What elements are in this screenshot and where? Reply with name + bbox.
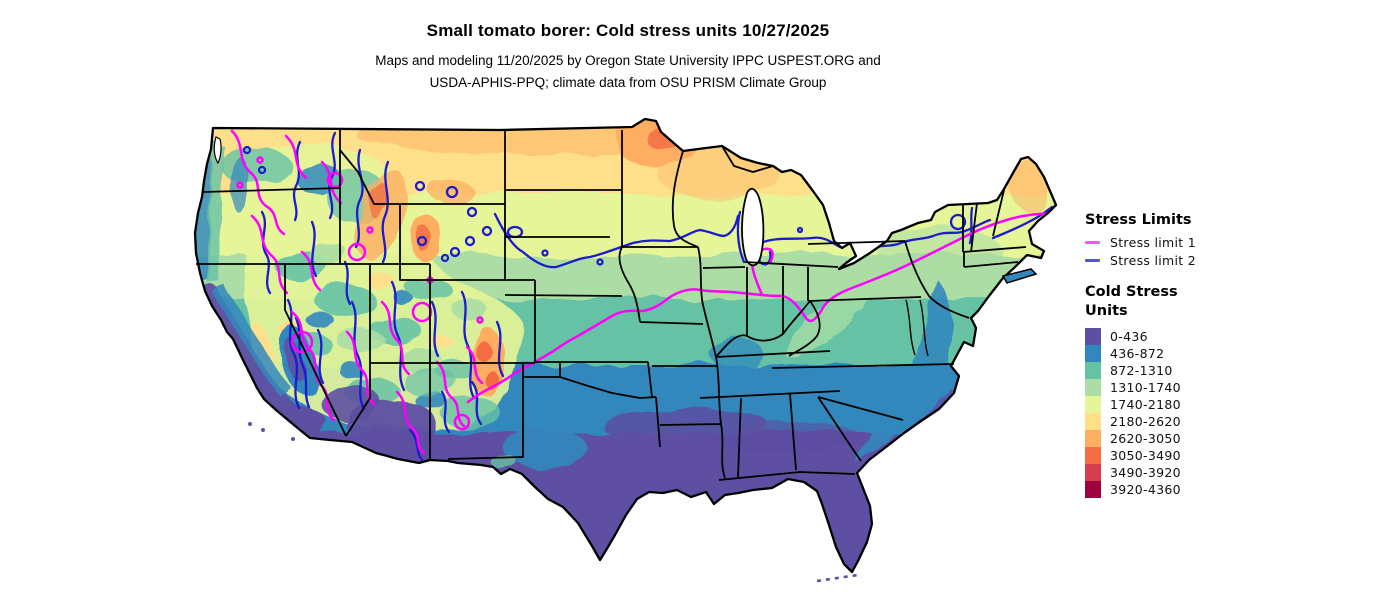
stress-limit-2-line-swatch (1085, 258, 1100, 262)
figure-header: Small tomato borer: Cold stress units 10… (0, 0, 1256, 94)
cold-stress-units-legend: Cold Stress Units 0-436 436-872 872-1310… (1085, 283, 1260, 498)
coastal-features (248, 268, 1038, 583)
legend-class-row: 1740-2180 (1085, 396, 1260, 413)
great-lakes (213, 136, 765, 267)
us-map-svg (193, 117, 1058, 583)
puget-sound (213, 136, 222, 165)
stress-limit-1-label: Stress limit 1 (1110, 235, 1197, 251)
chesapeake-bays (905, 299, 929, 357)
class-swatch-4 (1085, 396, 1101, 413)
class-swatch-2 (1085, 362, 1101, 379)
class-label-9: 3920-4360 (1110, 482, 1181, 497)
class-label-0: 0-436 (1110, 329, 1148, 344)
class-swatch-5 (1085, 413, 1101, 430)
class-swatch-3 (1085, 379, 1101, 396)
class-swatch-9 (1085, 481, 1101, 498)
subtitle-line-2: USDA-APHIS-PPQ; climate data from OSU PR… (429, 75, 827, 90)
cold-stress-units-title: Cold Stress Units (1085, 284, 1178, 319)
class-label-1: 436-872 (1110, 346, 1165, 361)
legend-item-stress-limit-2: Stress limit 2 (1085, 252, 1260, 270)
legend-class-row: 2620-3050 (1085, 430, 1260, 447)
legend-class-row: 3920-4360 (1085, 481, 1260, 498)
class-label-4: 1740-2180 (1110, 397, 1181, 412)
class-label-3: 1310-1740 (1110, 380, 1181, 395)
long-island (1001, 268, 1038, 284)
florida-keys (816, 573, 859, 583)
state-borders (196, 130, 1027, 481)
class-swatch-6 (1085, 430, 1101, 447)
map-subtitle: Maps and modeling 11/20/2025 by Oregon S… (0, 50, 1256, 94)
subtitle-line-1: Maps and modeling 11/20/2025 by Oregon S… (375, 53, 881, 68)
class-label-5: 2180-2620 (1110, 414, 1181, 429)
legend-class-row: 3050-3490 (1085, 447, 1260, 464)
legend-class-row: 3490-3920 (1085, 464, 1260, 481)
legend-item-stress-limit-1: Stress limit 1 (1085, 234, 1260, 252)
class-swatch-7 (1085, 447, 1101, 464)
stress-limit-2-contour (242, 131, 1054, 462)
stress-limit-1-line-swatch (1085, 241, 1100, 245)
stress-limits-legend: Stress Limits Stress limit 1 Stress limi… (1085, 212, 1260, 269)
legend-class-row: 872-1310 (1085, 362, 1260, 379)
stress-limits-title: Stress Limits (1085, 212, 1192, 228)
legend-class-row: 1310-1740 (1085, 379, 1260, 396)
legend: Stress Limits Stress limit 1 Stress limi… (1085, 212, 1260, 498)
class-swatch-8 (1085, 464, 1101, 481)
map-title: Small tomato borer: Cold stress units 10… (426, 21, 830, 40)
class-swatch-1 (1085, 345, 1101, 362)
class-swatch-0 (1085, 328, 1101, 345)
us-map (188, 114, 1068, 594)
legend-class-row: 436-872 (1085, 345, 1260, 362)
class-label-6: 2620-3050 (1110, 431, 1181, 446)
class-label-7: 3050-3490 (1110, 448, 1181, 463)
class-label-8: 3490-3920 (1110, 465, 1181, 480)
class-label-2: 872-1310 (1110, 363, 1173, 378)
legend-class-row: 0-436 (1085, 328, 1260, 345)
stress-limit-2-label: Stress limit 2 (1110, 252, 1197, 268)
legend-class-row: 2180-2620 (1085, 413, 1260, 430)
